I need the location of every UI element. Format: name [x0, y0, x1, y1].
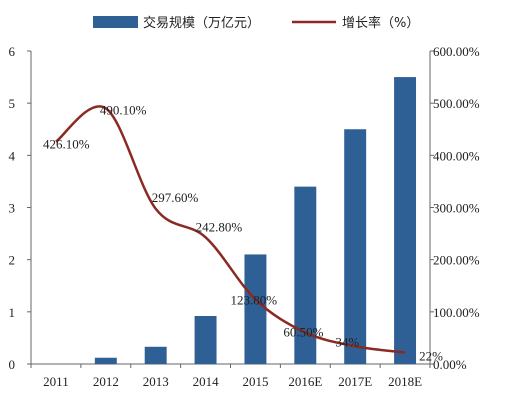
y-right-tick-label: 600.00% — [433, 44, 480, 59]
bar — [394, 77, 417, 364]
y-left-tick-label: 1 — [9, 305, 16, 320]
x-tick-label: 2015 — [242, 374, 268, 389]
y-right-tick-label: 300.00% — [433, 201, 480, 216]
y-left-tick-label: 0 — [9, 357, 16, 372]
line-series — [55, 105, 406, 354]
x-tick-label: 2014 — [193, 374, 220, 389]
data-label: 60.50% — [283, 324, 323, 339]
axes: 0 1 2 3 4 5 6 0.00% 100.00% 200.00% 300.00% 400.00%… — [9, 44, 480, 389]
y-left-tick-label: 2 — [9, 253, 16, 268]
y-left-tick-label: 4 — [9, 148, 16, 163]
y-left-tick-label: 6 — [9, 44, 16, 59]
bar — [144, 346, 167, 364]
growth-rate-line — [55, 105, 406, 354]
bar-series — [94, 77, 417, 364]
legend-label-line: 增长率（%） — [342, 15, 419, 31]
x-tick-label: 2013 — [143, 374, 169, 389]
legend: 交易规模（万亿元） 增长率（%） — [93, 15, 419, 31]
data-label: 242.80% — [196, 219, 243, 234]
y-left-tick-label: 3 — [9, 201, 16, 216]
bar — [194, 316, 217, 364]
x-tick-label: 2017E — [338, 374, 372, 389]
data-label: 22% — [419, 349, 443, 364]
y-right-tick-label: 400.00% — [433, 148, 480, 163]
bar — [344, 129, 367, 364]
data-label: 123.80% — [230, 292, 277, 307]
x-tick-label: 2016E — [288, 374, 322, 389]
bar — [94, 357, 117, 364]
legend-label-bar: 交易规模（万亿元） — [143, 15, 260, 31]
x-tick-label: 2018E — [388, 374, 422, 389]
y-right-tick-label: 500.00% — [433, 96, 480, 111]
y-left-tick-label: 5 — [9, 96, 16, 111]
data-label: 297.60% — [152, 190, 199, 205]
data-label: 34% — [335, 334, 359, 349]
data-label: 426.10% — [43, 137, 90, 152]
data-label: 490.10% — [100, 102, 147, 117]
x-tick-label: 2012 — [93, 374, 119, 389]
x-tick-label: 2011 — [43, 374, 69, 389]
legend-swatch-bar — [93, 16, 138, 28]
data-labels: 426.10% 490.10% 297.60% 242.80% 123.80% 60.50… — [43, 102, 443, 363]
bar — [294, 186, 317, 364]
bar — [244, 254, 267, 364]
y-right-tick-label: 200.00% — [433, 253, 480, 268]
y-right-tick-label: 0.00% — [433, 357, 467, 372]
y-right-tick-label: 100.00% — [433, 305, 480, 320]
